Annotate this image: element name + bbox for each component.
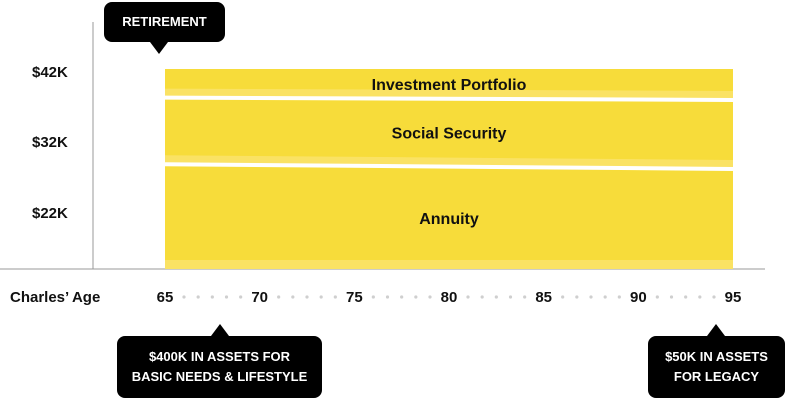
x-axis-dot — [239, 295, 243, 299]
x-axis-dot — [480, 295, 484, 299]
x-tick-label: 80 — [441, 289, 458, 306]
x-axis-dot — [333, 295, 337, 299]
x-tick-label: 75 — [346, 289, 363, 306]
x-axis-dot — [182, 295, 186, 299]
x-axis-dot — [400, 295, 404, 299]
assets-callout-line2: BASIC NEEDS & LIFESTYLE — [131, 369, 308, 384]
x-axis-label: Charles’ Age — [10, 289, 100, 306]
band-social-security — [165, 97, 733, 169]
retirement-callout-text: RETIREMENT — [122, 14, 207, 29]
x-tick-label: 65 — [157, 289, 174, 306]
x-axis-dot — [291, 295, 295, 299]
x-tick-label: 95 — [725, 289, 742, 306]
assets-callout-pointer — [211, 324, 229, 336]
x-axis-dot — [589, 295, 593, 299]
retirement-callout-pointer — [150, 42, 168, 54]
assets-callout-line1: $400K IN ASSETS FOR — [148, 349, 291, 364]
x-axis-dot — [698, 295, 702, 299]
legacy-callout: $50K IN ASSETS FOR LEGACY — [648, 324, 785, 398]
x-axis-dot — [224, 295, 229, 299]
band-label-investment-portfolio: Investment Portfolio — [372, 77, 527, 94]
x-axis-ticks: 65 70 75 80 85 90 95 — [157, 289, 742, 306]
retirement-callout: RETIREMENT — [104, 2, 225, 54]
x-axis-dot — [305, 295, 309, 299]
legacy-callout-pointer — [707, 324, 725, 336]
x-axis-dots — [182, 295, 716, 299]
x-tick-label: 70 — [251, 289, 268, 306]
x-axis-dot — [371, 295, 375, 299]
x-axis-dot — [385, 295, 390, 299]
x-tick-label: 90 — [630, 289, 647, 306]
x-axis-dot — [210, 295, 214, 299]
y-tick-label: $22K — [32, 205, 68, 222]
x-axis-dot — [603, 295, 607, 299]
legacy-callout-line2: FOR LEGACY — [673, 369, 760, 384]
x-axis-dot — [414, 295, 418, 299]
x-axis-dot — [575, 295, 579, 299]
assets-callout: $400K IN ASSETS FOR BASIC NEEDS & LIFEST… — [117, 324, 322, 398]
x-axis-dot — [428, 295, 432, 299]
band-label-annuity: Annuity — [419, 211, 479, 228]
x-axis-dot — [669, 295, 674, 299]
x-axis-dot — [196, 295, 200, 299]
x-axis-dot — [494, 295, 498, 299]
x-axis-dot — [655, 295, 659, 299]
x-axis-dot — [466, 295, 470, 299]
x-axis-dot — [561, 295, 565, 299]
stacked-bands: Annuity Social Security Investment Portfol… — [164, 69, 734, 269]
band-annuity — [165, 164, 733, 269]
x-axis-dot — [684, 295, 688, 299]
y-tick-label: $32K — [32, 134, 68, 151]
band-label-social-security: Social Security — [392, 126, 507, 143]
x-tick-label: 85 — [535, 289, 552, 306]
x-axis-dot — [319, 295, 323, 299]
band-highlight-annuity — [165, 260, 733, 269]
x-axis-dot — [523, 295, 527, 299]
band-separator — [164, 95, 734, 102]
x-axis-dot — [712, 295, 716, 299]
y-axis-ticks: $42K $32K $22K — [32, 64, 68, 222]
band-separator — [164, 162, 734, 171]
y-tick-label: $42K — [32, 64, 68, 81]
x-axis-dot — [617, 295, 621, 299]
x-axis-dot — [277, 295, 281, 299]
x-axis-dot — [508, 295, 513, 299]
legacy-callout-line1: $50K IN ASSETS — [665, 349, 768, 364]
band-highlight-social-security — [165, 155, 733, 169]
